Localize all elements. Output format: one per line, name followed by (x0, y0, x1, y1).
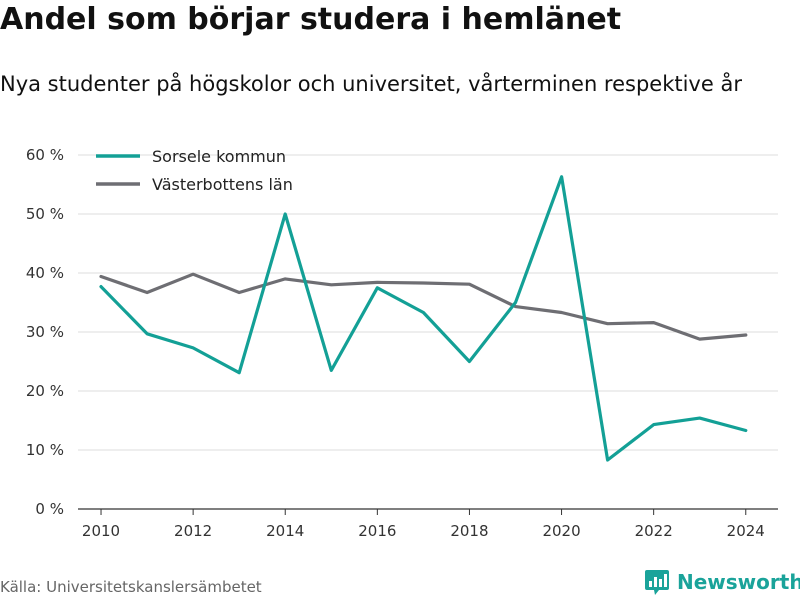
x-tick-label: 2012 (174, 522, 212, 540)
y-tick-label: 10 % (26, 441, 64, 459)
legend-label: Sorsele kommun (152, 147, 286, 166)
axes: 0 % 10 % 20 % 30 % 40 % 50 % 60 % 2010 2012 2014 2… (26, 146, 778, 540)
line-chart: 0 % 10 % 20 % 30 % 40 % 50 % 60 % 2010 2012 2014 2… (26, 146, 778, 540)
y-tick-label: 30 % (26, 323, 64, 341)
chart-subtitle: Nya studenter på högskolor och universit… (0, 72, 742, 96)
y-tick-label: 50 % (26, 205, 64, 223)
series-lines (99, 175, 748, 462)
x-tick-label: 2018 (450, 522, 488, 540)
brand-name: Newsworthy (677, 570, 800, 594)
x-tick-label: 2014 (266, 522, 304, 540)
y-tick-label: 20 % (26, 382, 64, 400)
x-tick-label: 2024 (727, 522, 765, 540)
series-line-1 (99, 272, 748, 341)
y-tick-label: 60 % (26, 146, 64, 164)
x-tick-label: 2016 (358, 522, 396, 540)
x-tick-label: 2022 (635, 522, 673, 540)
y-tick-label: 40 % (26, 264, 64, 282)
series-line-0 (99, 175, 748, 462)
y-tick-label: 0 % (35, 500, 64, 518)
source-note: Källa: Universitetskanslersämbetet (0, 578, 262, 596)
brand-logo: Newsworthy (644, 568, 800, 596)
chart-title: Andel som börjar studera i hemlänet (0, 2, 622, 37)
gridlines (78, 154, 778, 451)
legend: Sorsele kommun Västerbottens län (96, 147, 293, 194)
x-tick-label: 2010 (82, 522, 120, 540)
newsworthy-logo-icon (645, 570, 669, 595)
x-tick-label: 2020 (542, 522, 580, 540)
legend-label: Västerbottens län (152, 175, 293, 194)
